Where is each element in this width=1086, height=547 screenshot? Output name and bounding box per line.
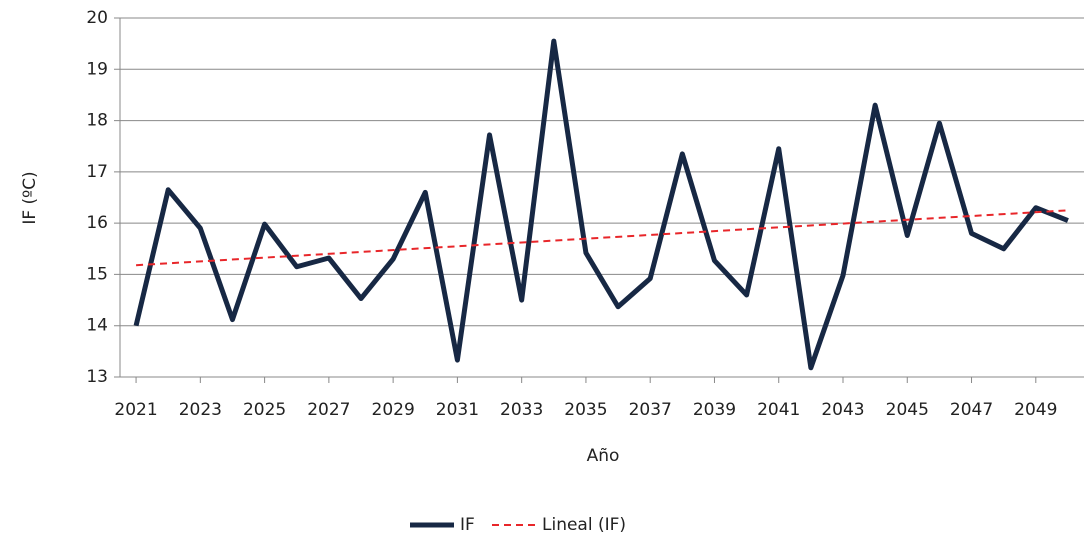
x-tick-label: 2037	[629, 400, 672, 420]
x-tick-label: 2043	[821, 400, 864, 420]
x-tick-label: 2029	[372, 400, 415, 420]
x-tick-label: 2027	[307, 400, 350, 420]
y-tick-label: 17	[86, 162, 108, 182]
x-tick-label: 2035	[564, 400, 607, 420]
x-tick-label: 2039	[693, 400, 736, 420]
data-line	[133, 38, 1069, 371]
x-tick-label: 2045	[886, 400, 929, 420]
x-tick-label: 2049	[1014, 400, 1057, 420]
x-tick-label: 2021	[114, 400, 157, 420]
y-tick-label: 16	[86, 213, 108, 233]
y-tick-label: 14	[86, 316, 108, 336]
y-tick-label: 19	[86, 59, 108, 79]
x-tick-label: 2041	[757, 400, 800, 420]
y-axis-label: IF (ºC)	[20, 171, 40, 224]
y-tick-label: 20	[86, 8, 108, 28]
y-tick-label: 13	[86, 367, 108, 387]
x-tick-label: 2025	[243, 400, 286, 420]
x-tick-label: 2031	[436, 400, 479, 420]
legend-label: Lineal (IF)	[542, 515, 626, 535]
x-axis-label: Año	[587, 446, 620, 466]
y-tick-label: 18	[86, 111, 108, 131]
legend-label: IF	[460, 515, 475, 535]
x-tick-label: 2033	[500, 400, 543, 420]
y-tick-label: 15	[86, 264, 108, 284]
x-tick-label: 2047	[950, 400, 993, 420]
x-tick-label: 2023	[179, 400, 222, 420]
